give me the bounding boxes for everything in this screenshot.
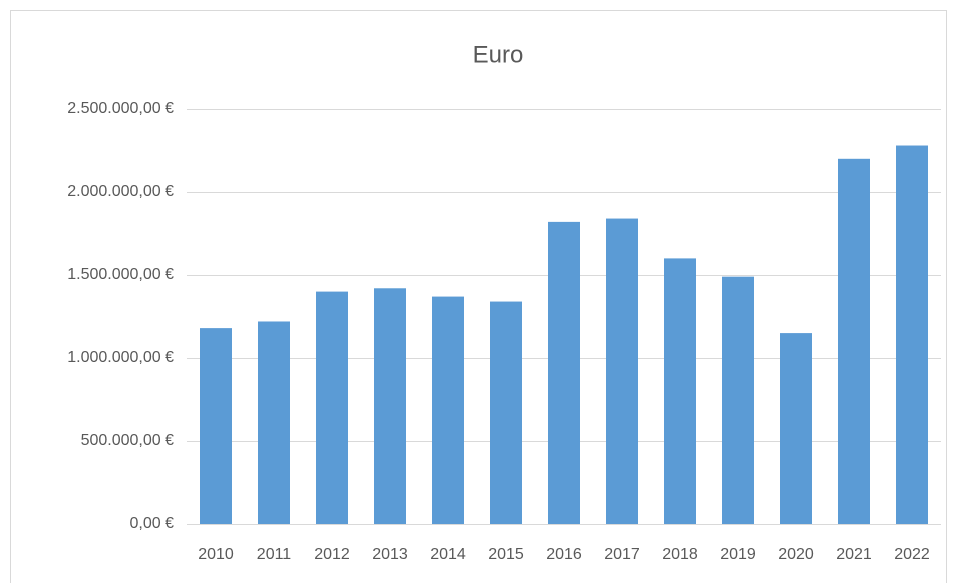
bar: [258, 321, 290, 524]
y-tick-label: 2.500.000,00 €: [67, 100, 174, 117]
x-tick-label: 2013: [372, 546, 408, 563]
y-tick-label: 2.000.000,00 €: [67, 183, 174, 200]
x-tick-label: 2014: [430, 546, 466, 563]
y-tick-label: 0,00 €: [130, 515, 175, 532]
bar: [316, 291, 348, 524]
x-tick-label: 2016: [546, 546, 582, 563]
bar: [664, 258, 696, 524]
x-tick-label: 2021: [836, 546, 872, 563]
x-tick-label: 2011: [257, 546, 292, 563]
x-tick-label: 2015: [488, 546, 524, 563]
bar: [432, 296, 464, 524]
bar: [838, 158, 870, 525]
bar: [374, 288, 406, 524]
bar: [606, 218, 638, 524]
x-tick-label: 2012: [314, 546, 350, 563]
bar: [490, 301, 522, 524]
bar: [200, 328, 232, 524]
x-tick-label: 2020: [778, 546, 814, 563]
bar: [896, 145, 928, 524]
bar: [722, 276, 754, 524]
y-tick-label: 1.500.000,00 €: [67, 266, 174, 283]
x-tick-label: 2010: [198, 546, 234, 563]
bar: [780, 333, 812, 524]
y-tick-label: 500.000,00 €: [81, 432, 175, 449]
x-tick-label: 2019: [720, 546, 756, 563]
x-tick-label: 2018: [662, 546, 698, 563]
chart-title: Euro: [473, 41, 524, 68]
bar: [548, 221, 580, 524]
x-tick-label: 2017: [604, 546, 640, 563]
x-tick-label: 2022: [894, 546, 930, 563]
y-tick-label: 1.000.000,00 €: [67, 349, 174, 366]
